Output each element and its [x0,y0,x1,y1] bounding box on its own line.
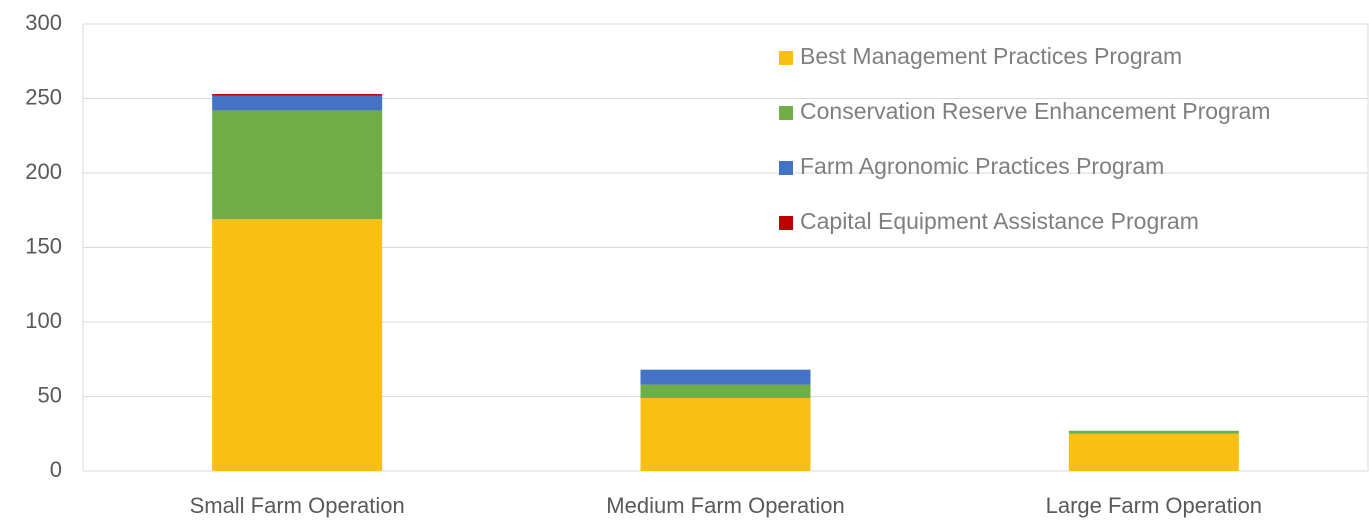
legend-label: Conservation Reserve Enhancement Program [800,98,1270,124]
y-tick-label: 50 [38,382,62,407]
bar-segment [212,110,383,220]
bar-segment [640,369,811,385]
bar-segment [212,94,383,96]
legend-swatch [779,51,793,65]
y-tick-label: 0 [50,457,62,482]
legend-label: Capital Equipment Assistance Program [800,208,1199,234]
legend-swatch [779,216,793,230]
legend-label: Farm Agronomic Practices Program [800,153,1164,179]
y-tick-label: 150 [25,233,62,258]
bar-segment [640,397,811,471]
x-tick-label: Large Farm Operation [1046,493,1262,518]
x-tick-label: Small Farm Operation [190,493,405,518]
y-tick-label: 300 [25,10,62,35]
bar-segment [640,384,811,398]
y-tick-label: 250 [25,84,62,109]
bar-segment [212,219,383,471]
bar-segment [212,95,383,111]
legend-label: Best Management Practices Program [800,43,1182,69]
legend-swatch [779,161,793,175]
x-tick-label: Medium Farm Operation [606,493,844,518]
y-tick-label: 200 [25,159,62,184]
bar-segment [1068,433,1239,471]
bar-segment [1068,430,1239,434]
legend-swatch [779,106,793,120]
y-tick-label: 100 [25,308,62,333]
